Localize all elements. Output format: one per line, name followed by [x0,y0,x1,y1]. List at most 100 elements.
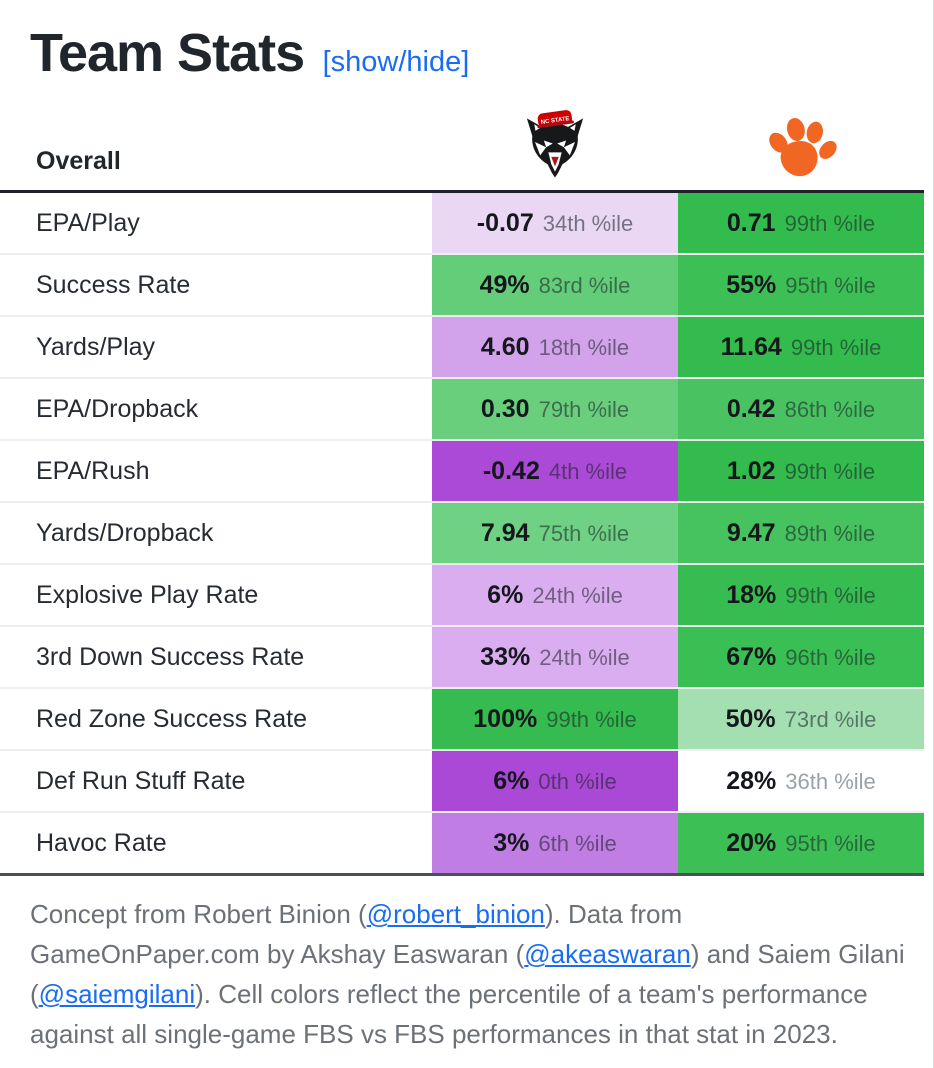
stat-cell-team1: 0.30 79th %ile [432,378,678,441]
stat-percentile: 4th %ile [548,458,628,484]
twitter-handle-link[interactable]: @akeaswaran [524,939,691,969]
stat-percentile: 95th %ile [785,272,876,298]
stat-percentile: 86th %ile [784,396,876,422]
stat-percentile: 73rd %ile [784,706,877,732]
team1-logo-header: NC STATE [432,92,678,193]
stat-percentile: 96th %ile [785,644,876,670]
stat-percentile: 99th %ile [784,458,876,484]
show-hide-toggle[interactable]: [show/hide] [322,46,470,78]
overall-header: Overall [0,92,432,193]
stat-value: 67% [726,642,777,671]
stat-label: 3rd Down Success Rate [0,626,432,689]
table-row: EPA/Dropback 0.30 79th %ile 0.42 86th %ile [0,378,924,441]
stat-cell-team2: 55% 95th %ile [678,254,924,317]
stat-value: 28% [726,766,777,795]
stat-label: EPA/Dropback [0,378,432,441]
stat-percentile: 83rd %ile [538,272,631,298]
twitter-handle-link[interactable]: @robert_binion [366,899,545,929]
page-title: Team Stats [30,23,305,83]
stat-value: 18% [726,580,777,609]
stat-cell-team1: 3% 6th %ile [432,812,678,876]
stat-percentile: 99th %ile [790,334,882,360]
stat-value: 6% [487,580,524,609]
stat-value: 4.60 [480,332,530,361]
table-row: Yards/Dropback 7.94 75th %ile 9.47 89th %ile [0,502,924,565]
stat-cell-team2: 9.47 89th %ile [678,502,924,565]
stat-value: 55% [726,270,777,299]
stat-percentile: 34th %ile [542,210,634,236]
stat-label: Explosive Play Rate [0,564,432,627]
stat-cell-team2: 0.71 99th %ile [678,191,924,255]
stat-label: Def Run Stuff Rate [0,750,432,813]
table-row: EPA/Play -0.07 34th %ile 0.71 99th %ile [0,191,924,255]
stat-value: -0.07 [476,208,534,237]
stat-cell-team1: 6% 24th %ile [432,564,678,627]
stat-value: 0.30 [480,394,530,423]
stat-label: Success Rate [0,254,432,317]
table-row: Red Zone Success Rate 100% 99th %ile 50% 73r… [0,688,924,751]
stat-value: 0.71 [726,208,776,237]
team-stats-table: Overall [0,92,924,876]
attribution-note: Concept from Robert Binion (@robert_bini… [30,899,905,1049]
stat-percentile: 95th %ile [785,830,876,856]
table-row: Yards/Play 4.60 18th %ile 11.64 99th %ile [0,316,924,379]
stat-percentile: 24th %ile [532,582,623,608]
svg-text:NC STATE: NC STATE [541,116,570,126]
stat-value: 1.02 [726,456,776,485]
stat-percentile: 0th %ile [538,768,617,794]
stat-percentile: 18th %ile [538,334,630,360]
stat-cell-team1: 33% 24th %ile [432,626,678,689]
table-row: Explosive Play Rate 6% 24th %ile 18% 99th %i… [0,564,924,627]
nc-state-wolfpack-logo-icon: NC STATE [526,110,584,178]
stat-percentile: 99th %ile [785,582,876,608]
table-row: Def Run Stuff Rate 6% 0th %ile 28% 36th %ile [0,750,924,813]
stat-value: 50% [725,704,776,733]
stat-label: Havoc Rate [0,812,432,876]
stat-cell-team1: 100% 99th %ile [432,688,678,751]
stat-cell-team2: 11.64 99th %ile [678,316,924,379]
stat-cell-team2: 50% 73rd %ile [678,688,924,751]
table-header-row: Overall [0,92,924,193]
stat-value: 11.64 [720,332,782,361]
stat-cell-team1: 49% 83rd %ile [432,254,678,317]
stat-cell-team1: -0.42 4th %ile [432,440,678,503]
clemson-paw-logo-icon [769,118,837,177]
stat-percentile: 6th %ile [538,830,617,856]
stat-percentile: 36th %ile [785,768,876,794]
stat-cell-team2: 28% 36th %ile [678,750,924,813]
stat-value: 9.47 [726,518,776,547]
stat-percentile: 99th %ile [784,210,876,236]
stat-cell-team1: 6% 0th %ile [432,750,678,813]
stat-value: 7.94 [480,518,530,547]
stat-percentile: 99th %ile [546,706,637,732]
table-row: 3rd Down Success Rate 33% 24th %ile 67% 96th… [0,626,924,689]
stat-percentile: 75th %ile [538,520,630,546]
stat-value: 100% [473,704,538,733]
stat-percentile: 24th %ile [539,644,630,670]
stat-value: 6% [493,766,530,795]
stat-value: 3% [493,828,530,857]
stat-cell-team2: 1.02 99th %ile [678,440,924,503]
stat-percentile: 89th %ile [784,520,876,546]
stat-cell-team1: -0.07 34th %ile [432,191,678,255]
team2-logo-header [678,92,924,193]
stat-cell-team2: 67% 96th %ile [678,626,924,689]
stat-label: Red Zone Success Rate [0,688,432,751]
table-row: Havoc Rate 3% 6th %ile 20% 95th %ile [0,812,924,876]
stat-value: 33% [480,642,531,671]
stat-value: 20% [726,828,777,857]
table-row: EPA/Rush -0.42 4th %ile 1.02 99th %ile [0,440,924,503]
stat-cell-team2: 18% 99th %ile [678,564,924,627]
stat-value: 0.42 [726,394,776,423]
stat-label: EPA/Rush [0,440,432,503]
stat-label: Yards/Dropback [0,502,432,565]
twitter-handle-link[interactable]: @saiemgilani [38,979,196,1009]
stat-cell-team2: 20% 95th %ile [678,812,924,876]
stat-cell-team1: 7.94 75th %ile [432,502,678,565]
stat-value: 49% [479,270,530,299]
stat-percentile: 79th %ile [538,396,630,422]
stat-cell-team2: 0.42 86th %ile [678,378,924,441]
stat-value: -0.42 [482,456,540,485]
table-row: Success Rate 49% 83rd %ile 55% 95th %ile [0,254,924,317]
